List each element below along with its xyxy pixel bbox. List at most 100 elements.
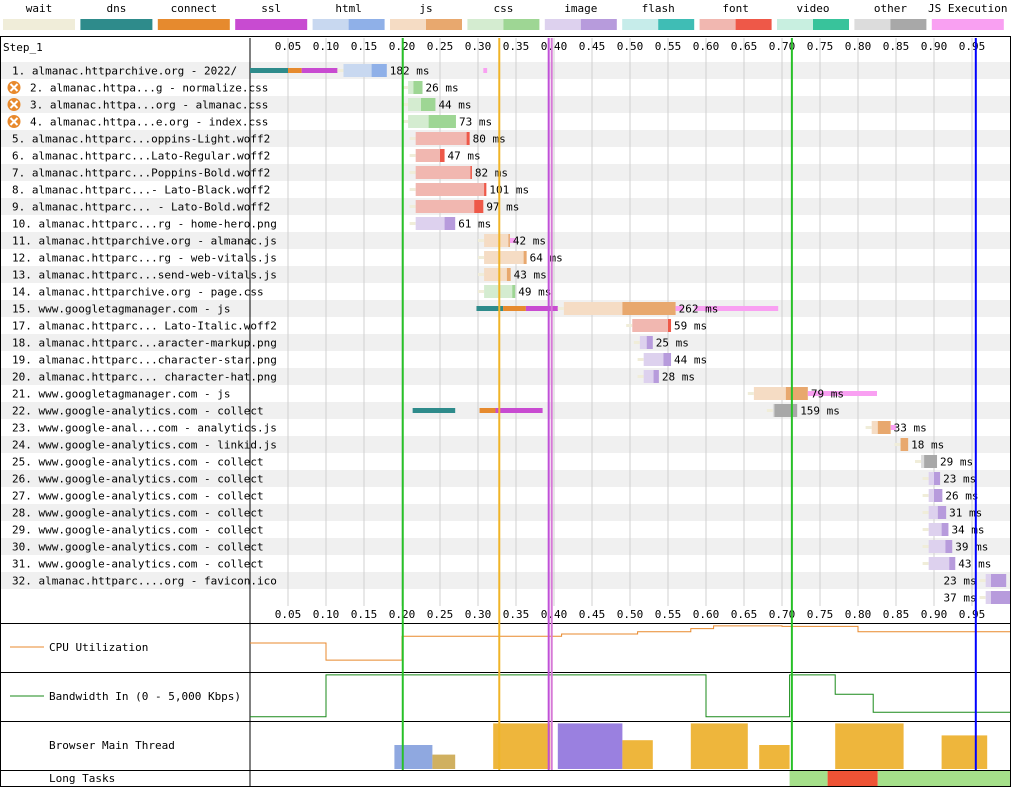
- tick-label: 0.30: [465, 608, 492, 621]
- dns-segment: [476, 306, 504, 311]
- request-duration: 101 ms: [489, 184, 529, 197]
- tick-label: 0.90: [921, 608, 948, 621]
- main-thread-activity: [557, 723, 623, 769]
- request-duration: 42 ms: [513, 235, 546, 248]
- tick-label: 0.60: [693, 608, 720, 621]
- request-label: 1. almanac.httparchive.org - 2022/: [12, 65, 237, 78]
- long-task: [877, 771, 1010, 786]
- row-background: [1, 538, 1010, 555]
- legend-label: html: [335, 2, 362, 15]
- row-background: [1, 470, 1010, 487]
- js-execution-segment: [675, 306, 684, 311]
- download-segment: [512, 285, 516, 298]
- ssl-segment: [525, 306, 558, 311]
- download-segment: [646, 336, 653, 349]
- request-label: 14. almanac.httparchive.org - page.css: [12, 286, 264, 299]
- main-thread-activity: [690, 723, 748, 769]
- download-segment: [371, 64, 387, 77]
- request-duration: 23 ms: [943, 473, 976, 486]
- download-segment: [991, 591, 1010, 604]
- tick-label: 0.45: [579, 608, 606, 621]
- request-duration: 34 ms: [951, 524, 984, 537]
- cpu-label: CPU Utilization: [49, 641, 148, 654]
- request-duration: 26 ms: [426, 82, 459, 95]
- wait-segment: [337, 69, 344, 72]
- wait-segment: [865, 426, 872, 429]
- request-label: 29. www.google-analytics.com - collect: [12, 524, 264, 537]
- request-label: 3. almanac.httpa...org - almanac.css: [30, 99, 268, 112]
- request-label: 13. almanac.httparc...send-web-vitals.js: [12, 269, 277, 282]
- legend-swatch: [580, 19, 617, 30]
- download-segment: [508, 234, 510, 247]
- request-label: 31. www.google-analytics.com - collect: [12, 558, 264, 571]
- legend-label: css: [493, 2, 513, 15]
- legend-swatch: [854, 19, 891, 30]
- legend-swatch: [390, 19, 426, 30]
- request-duration: 28 ms: [662, 371, 695, 384]
- ttfb-segment: [928, 506, 938, 519]
- download-segment: [466, 132, 470, 145]
- tick-label: 0.05: [275, 608, 302, 621]
- request-label: 6. almanac.httparc...Lato-Regular.woff2: [12, 150, 270, 163]
- request-label: 30. www.google-analytics.com - collect: [12, 541, 264, 554]
- row-background: [1, 62, 1010, 79]
- connect-segment: [479, 408, 496, 413]
- wait-segment: [894, 443, 901, 446]
- wait-segment: [922, 494, 929, 497]
- wait-segment: [922, 511, 929, 514]
- legend-swatch: [157, 19, 230, 30]
- tick-label: 0.60: [693, 40, 720, 53]
- download-segment: [484, 183, 487, 196]
- wait-segment: [915, 460, 921, 463]
- bandwidth-label: Bandwidth In (0 - 5,000 Kbps): [49, 690, 241, 703]
- row-background: [1, 198, 1010, 215]
- row-background: [1, 96, 1010, 113]
- wait-segment: [766, 409, 773, 412]
- request-label: 27. www.google-analytics.com - collect: [12, 490, 264, 503]
- tick-label: 0.85: [883, 40, 910, 53]
- connect-segment: [288, 68, 302, 73]
- request-duration: 159 ms: [800, 405, 840, 418]
- wait-segment: [557, 307, 564, 310]
- dns-segment: [250, 68, 288, 73]
- request-duration: 182 ms: [390, 65, 430, 78]
- download-segment: [934, 489, 943, 502]
- ttfb-segment: [415, 166, 471, 179]
- ttfb-segment: [415, 149, 440, 162]
- row-background: [1, 334, 1010, 351]
- request-labels: 1. almanac.httparchive.org - 2022/2. alm…: [7, 65, 277, 588]
- tick-label: 0.30: [465, 40, 492, 53]
- tick-label: 0.50: [617, 608, 644, 621]
- js-execution-segment: [890, 425, 896, 430]
- tick-label: 0.35: [503, 608, 530, 621]
- tick-label: 0.95: [959, 40, 986, 53]
- main-thread-activity: [622, 740, 653, 769]
- legend-label: ssl: [261, 2, 281, 15]
- download-segment: [945, 540, 953, 553]
- request-duration: 29 ms: [940, 456, 973, 469]
- download-segment: [924, 455, 938, 468]
- download-segment: [653, 370, 659, 383]
- download-segment: [941, 523, 949, 536]
- request-label: 25. www.google-analytics.com - collect: [12, 456, 264, 469]
- wait-segment: [637, 358, 644, 361]
- download-segment: [470, 166, 472, 179]
- ttfb-segment: [632, 319, 668, 332]
- legend-label: js: [419, 2, 432, 15]
- tick-label: 0.55: [655, 40, 682, 53]
- request-label: 23. www.google-anal...com - analytics.js: [12, 422, 277, 435]
- tick-label: 0.25: [427, 40, 454, 53]
- cpu-line: [250, 625, 1010, 661]
- row-background: [1, 572, 1010, 589]
- wait-segment: [409, 188, 416, 191]
- ttfb-segment: [928, 489, 934, 502]
- request-label: 24. www.google-analytics.com - linkid.js: [12, 439, 277, 452]
- long-task: [789, 771, 828, 786]
- ttfb-segment: [985, 591, 991, 604]
- tick-label: 0.80: [845, 40, 872, 53]
- long-tasks-label: Long Tasks: [49, 772, 115, 785]
- legend-label: other: [874, 2, 907, 15]
- ttfb-segment: [408, 81, 414, 94]
- legend-label: flash: [642, 2, 675, 15]
